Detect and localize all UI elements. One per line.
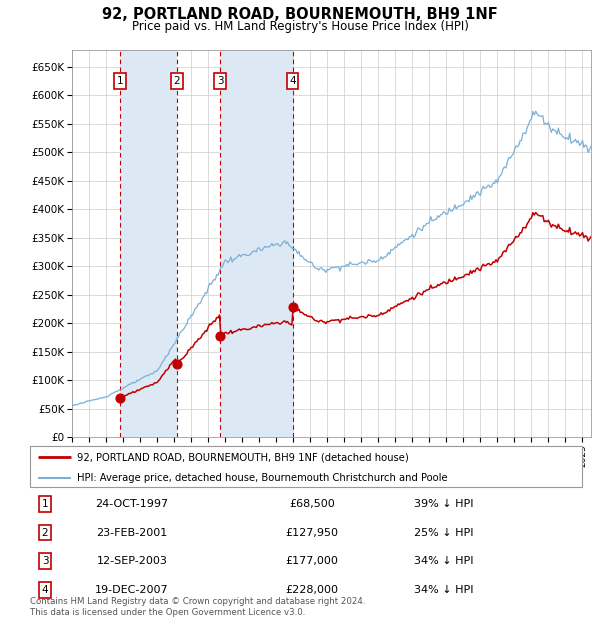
Text: £177,000: £177,000 — [286, 556, 338, 566]
Text: 92, PORTLAND ROAD, BOURNEMOUTH, BH9 1NF (detached house): 92, PORTLAND ROAD, BOURNEMOUTH, BH9 1NF … — [77, 452, 409, 463]
Text: 2: 2 — [41, 528, 49, 538]
Text: 23-FEB-2001: 23-FEB-2001 — [97, 528, 167, 538]
Text: 24-OCT-1997: 24-OCT-1997 — [95, 499, 169, 509]
Text: 34% ↓ HPI: 34% ↓ HPI — [414, 585, 474, 595]
Text: 12-SEP-2003: 12-SEP-2003 — [97, 556, 167, 566]
Text: 4: 4 — [41, 585, 49, 595]
Point — [215, 331, 225, 341]
Text: 92, PORTLAND ROAD, BOURNEMOUTH, BH9 1NF: 92, PORTLAND ROAD, BOURNEMOUTH, BH9 1NF — [102, 7, 498, 22]
Text: Contains HM Land Registry data © Crown copyright and database right 2024.
This d: Contains HM Land Registry data © Crown c… — [30, 598, 365, 617]
Text: 25% ↓ HPI: 25% ↓ HPI — [414, 528, 474, 538]
Text: 1: 1 — [116, 76, 123, 86]
Text: 1: 1 — [41, 499, 49, 509]
Bar — [120, 50, 176, 437]
Text: Price paid vs. HM Land Registry's House Price Index (HPI): Price paid vs. HM Land Registry's House … — [131, 20, 469, 33]
Text: 34% ↓ HPI: 34% ↓ HPI — [414, 556, 474, 566]
Text: £127,950: £127,950 — [286, 528, 338, 538]
Text: £68,500: £68,500 — [289, 499, 335, 509]
Text: 3: 3 — [217, 76, 223, 86]
Point — [288, 302, 298, 312]
Text: 19-DEC-2007: 19-DEC-2007 — [95, 585, 169, 595]
Point — [172, 359, 181, 369]
Text: 3: 3 — [41, 556, 49, 566]
Text: 4: 4 — [289, 76, 296, 86]
Bar — [220, 50, 293, 437]
Point — [115, 393, 125, 403]
Text: 39% ↓ HPI: 39% ↓ HPI — [414, 499, 474, 509]
Text: HPI: Average price, detached house, Bournemouth Christchurch and Poole: HPI: Average price, detached house, Bour… — [77, 473, 448, 483]
Text: 2: 2 — [173, 76, 180, 86]
Text: £228,000: £228,000 — [286, 585, 338, 595]
